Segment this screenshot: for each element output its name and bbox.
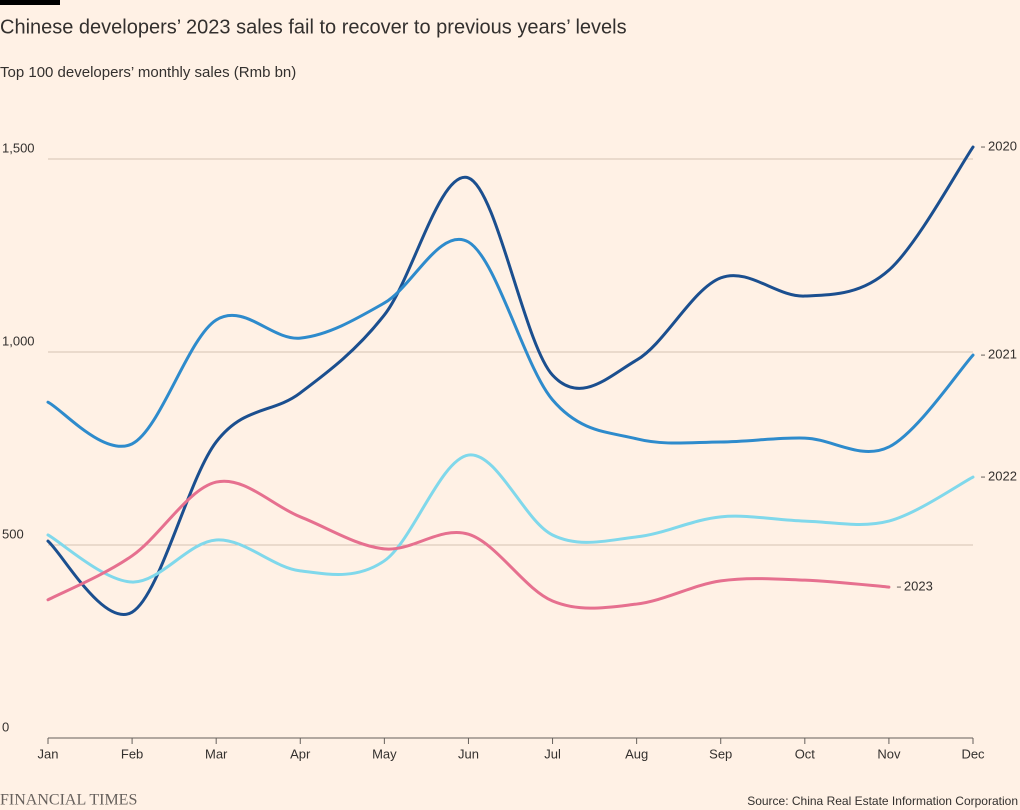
chart-subtitle: Top 100 developers’ monthly sales (Rmb b… [0, 64, 296, 81]
y-tick-label: 1,500 [2, 140, 35, 155]
x-tick-label: Mar [205, 746, 228, 761]
brand-bar [0, 0, 60, 5]
x-tick-label: Dec [961, 746, 985, 761]
x-tick-label: Aug [625, 746, 648, 761]
x-tick-label: Oct [795, 746, 816, 761]
series-label: 2022 [988, 469, 1017, 484]
series-label: 2023 [904, 579, 933, 594]
x-tick-label: Sep [709, 746, 732, 761]
brand: FINANCIAL TIMES [0, 792, 137, 809]
x-tick-label: May [372, 746, 397, 761]
series-label: 2021 [988, 347, 1017, 362]
x-tick-label: Nov [877, 746, 901, 761]
x-tick-label: Feb [121, 746, 143, 761]
line [46, 479, 891, 610]
x-tick-label: Jul [544, 746, 561, 761]
x-tick-label: Jan [38, 746, 59, 761]
chart-title: Chinese developers’ 2023 sales fail to r… [0, 16, 627, 38]
x-tick-label: Apr [290, 746, 311, 761]
line [46, 237, 975, 453]
line [46, 145, 975, 616]
series-label: 2020 [988, 138, 1017, 153]
y-tick-label: 1,000 [2, 333, 35, 348]
y-tick-label: 0 [2, 719, 9, 734]
x-tick-label: Jun [458, 746, 479, 761]
line [46, 453, 975, 584]
y-tick-label: 500 [2, 526, 24, 541]
source: Source: China Real Estate Information Co… [747, 794, 1018, 808]
